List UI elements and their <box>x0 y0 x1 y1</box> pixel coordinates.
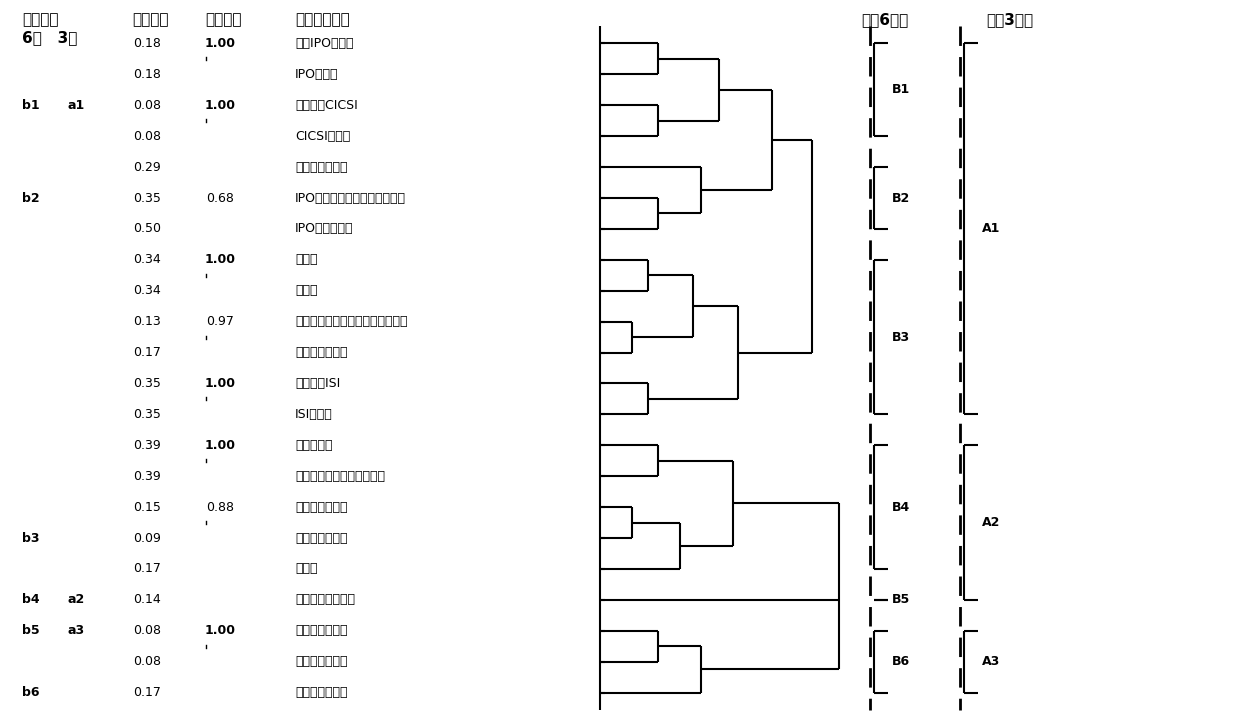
Text: 1.00: 1.00 <box>205 377 236 390</box>
Text: 0.35: 0.35 <box>133 377 161 390</box>
Text: 1.00: 1.00 <box>205 253 236 266</box>
Text: 0.18: 0.18 <box>133 68 161 81</box>
Text: 分成3大类: 分成3大类 <box>987 12 1034 27</box>
Text: 0.39: 0.39 <box>133 470 161 483</box>
Text: 1.00: 1.00 <box>205 37 236 50</box>
Text: b6: b6 <box>22 686 40 699</box>
Text: a1: a1 <box>68 99 86 112</box>
Text: ISI标准化: ISI标准化 <box>295 408 332 421</box>
Text: 0.08: 0.08 <box>133 99 161 112</box>
Text: 当月IPO的个数: 当月IPO的个数 <box>295 37 353 50</box>
Text: 0.17: 0.17 <box>133 563 161 576</box>
Text: 居民消费价格指数: 居民消费价格指数 <box>295 593 355 606</box>
Text: 0.35: 0.35 <box>133 408 161 421</box>
Text: 0.29: 0.29 <box>133 160 161 174</box>
Text: b2: b2 <box>22 192 40 205</box>
Text: 0.17: 0.17 <box>133 346 161 359</box>
Text: 1.00: 1.00 <box>205 99 236 112</box>
Text: 0.68: 0.68 <box>206 192 234 205</box>
Text: A2: A2 <box>982 516 1001 529</box>
Text: 6类   3类: 6类 3类 <box>22 30 77 45</box>
Text: 0.08: 0.08 <box>133 130 161 143</box>
Text: 封闭基金折价率: 封闭基金折价率 <box>295 160 347 174</box>
Text: 心理线: 心理线 <box>295 563 317 576</box>
Text: 0.34: 0.34 <box>133 253 161 266</box>
Text: 0.50: 0.50 <box>133 222 161 235</box>
Text: IPO数均值: IPO数均值 <box>295 68 339 81</box>
Text: 0.34: 0.34 <box>133 284 161 297</box>
Text: 0.97: 0.97 <box>206 315 234 328</box>
Text: B6: B6 <box>892 655 910 668</box>
Text: B3: B3 <box>892 330 910 343</box>
Text: A1: A1 <box>982 222 1001 235</box>
Text: 换手率: 换手率 <box>295 253 317 266</box>
Text: b3: b3 <box>22 531 40 544</box>
Text: a2: a2 <box>68 593 86 606</box>
Text: 月交易金额与月流通市值的均值比: 月交易金额与月流通市值的均值比 <box>295 315 408 328</box>
Text: 敏感因子: 敏感因子 <box>131 12 169 27</box>
Text: b5: b5 <box>22 624 40 637</box>
Text: 0.15: 0.15 <box>133 501 161 513</box>
Text: 0.17: 0.17 <box>133 686 161 699</box>
Text: B5: B5 <box>892 593 910 606</box>
Text: 相关系数: 相关系数 <box>205 12 242 27</box>
Text: 0.14: 0.14 <box>133 593 161 606</box>
Text: 上证综指收盘价: 上证综指收盘价 <box>295 501 347 513</box>
Text: 成交量: 成交量 <box>295 284 317 297</box>
Text: B2: B2 <box>892 192 910 205</box>
Text: 成交量一阶差分: 成交量一阶差分 <box>295 655 347 668</box>
Text: 0.35: 0.35 <box>133 192 161 205</box>
Text: 0.08: 0.08 <box>133 655 161 668</box>
Text: 选择结果: 选择结果 <box>22 12 58 27</box>
Text: 1.00: 1.00 <box>205 439 236 452</box>
Text: 0.09: 0.09 <box>133 531 161 544</box>
Text: 0.08: 0.08 <box>133 624 161 637</box>
Text: B1: B1 <box>892 83 910 97</box>
Text: 分成6大类: 分成6大类 <box>862 12 909 27</box>
Text: 上月市场换手率: 上月市场换手率 <box>295 346 347 359</box>
Text: 上证综指收益率: 上证综指收益率 <box>295 686 347 699</box>
Text: IPO流通股数加权的平均收益率: IPO流通股数加权的平均收益率 <box>295 192 405 205</box>
Text: A3: A3 <box>982 655 1001 668</box>
Text: 代理指标名称: 代理指标名称 <box>295 12 350 27</box>
Text: 0.13: 0.13 <box>133 315 161 328</box>
Text: 新增开户数: 新增开户数 <box>295 439 332 452</box>
Text: 当月新增开户数目的三分位: 当月新增开户数目的三分位 <box>295 470 384 483</box>
Text: 上月开户数对数: 上月开户数对数 <box>295 531 347 544</box>
Text: 0.18: 0.18 <box>133 37 161 50</box>
Text: 1.00: 1.00 <box>205 624 236 637</box>
Text: 0.88: 0.88 <box>206 501 234 513</box>
Text: 投资指数ISI: 投资指数ISI <box>295 377 340 390</box>
Text: b4: b4 <box>22 593 40 606</box>
Text: 换手率一阶差分: 换手率一阶差分 <box>295 624 347 637</box>
Text: CICSI标准化: CICSI标准化 <box>295 130 350 143</box>
Text: B4: B4 <box>892 501 910 513</box>
Text: a3: a3 <box>68 624 86 637</box>
Text: 0.39: 0.39 <box>133 439 161 452</box>
Text: b1: b1 <box>22 99 40 112</box>
Text: 投资指数CICSI: 投资指数CICSI <box>295 99 358 112</box>
Text: IPO首日收益率: IPO首日收益率 <box>295 222 353 235</box>
